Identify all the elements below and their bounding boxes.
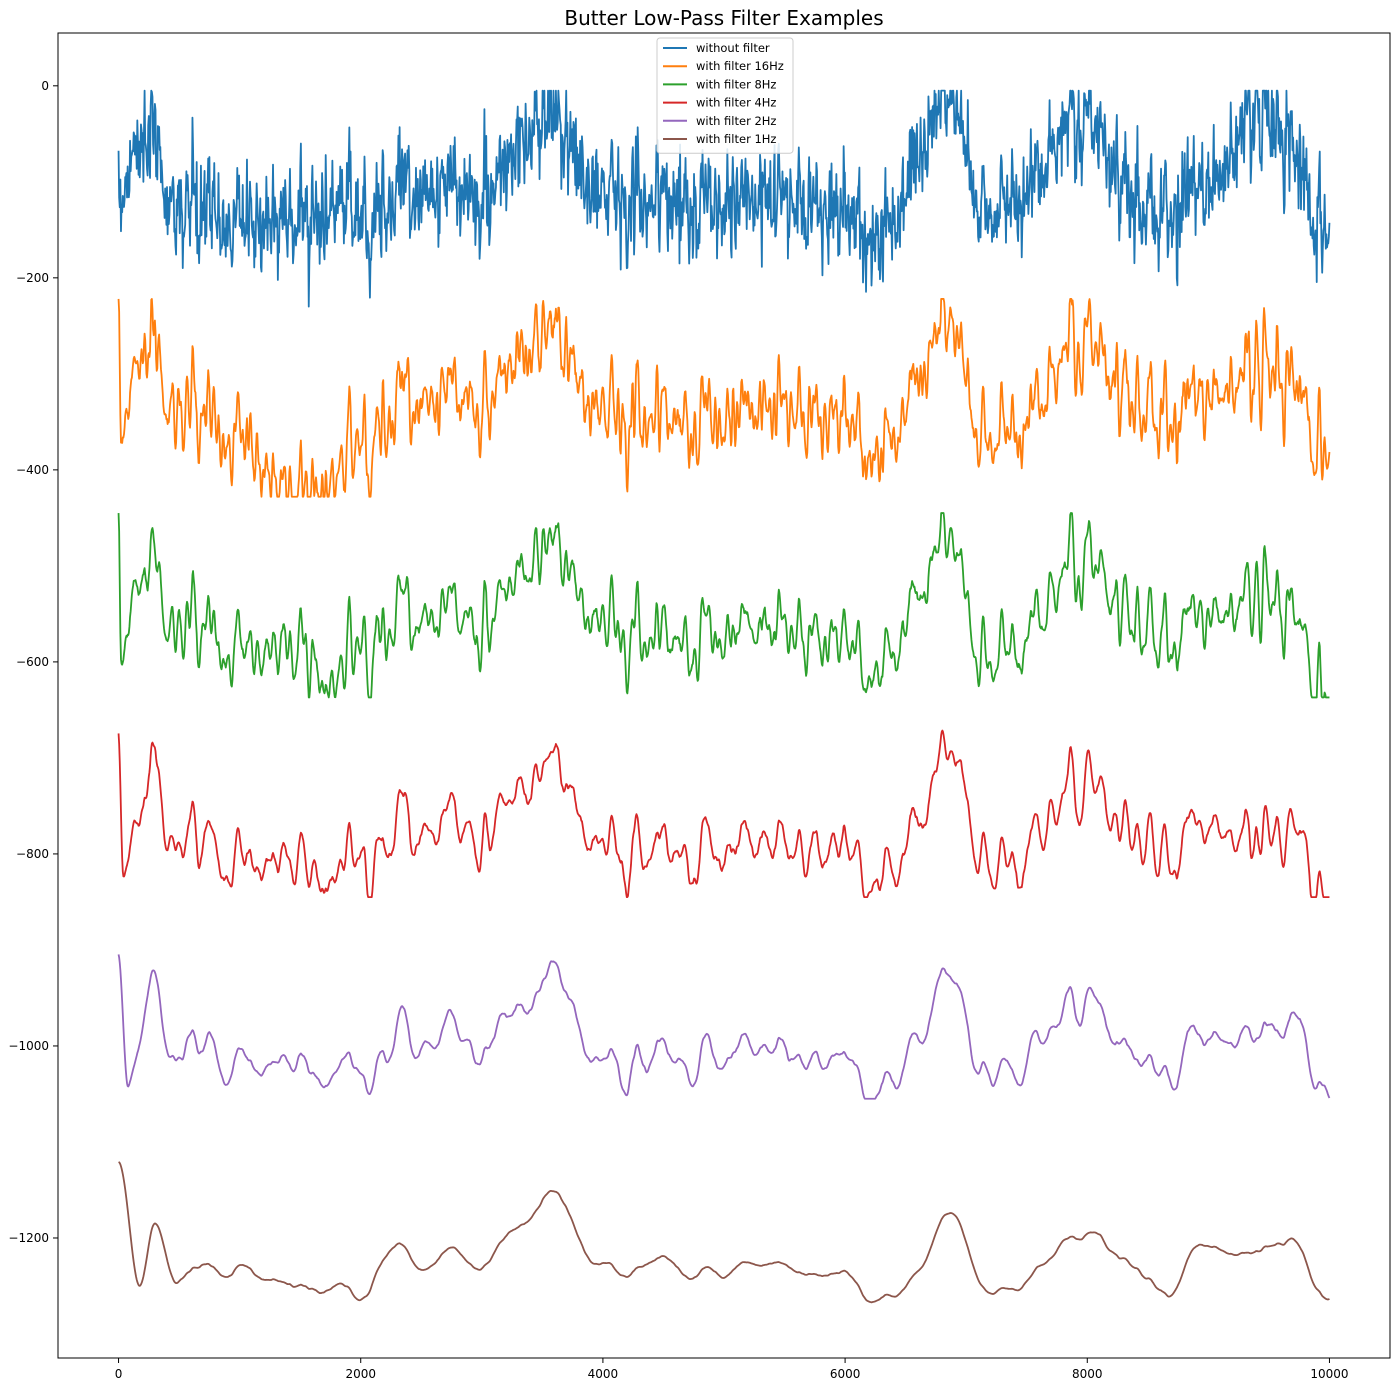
series-line-5 xyxy=(118,1161,1330,1304)
series-line-1 xyxy=(117,298,1331,498)
y-tick-label: 0 xyxy=(41,79,49,93)
x-tick-label: 0 xyxy=(115,1367,123,1381)
x-tick-label: 10000 xyxy=(1310,1367,1348,1381)
x-tick-label: 4000 xyxy=(588,1367,619,1381)
y-axis: 0 −200 −400 −600 −800 −1000 −1200 xyxy=(8,79,58,1245)
series-line-0 xyxy=(117,89,1331,308)
x-tick-label: 2000 xyxy=(345,1367,376,1381)
y-tick-label: −400 xyxy=(16,463,49,477)
legend-label: without filter xyxy=(696,41,770,55)
series-line-2 xyxy=(117,512,1330,699)
legend-label: with filter 8Hz xyxy=(696,77,776,91)
series-layer xyxy=(117,89,1331,1304)
y-tick-label: −600 xyxy=(16,655,49,669)
legend-label: with filter 4Hz xyxy=(696,96,776,110)
series-line-4 xyxy=(117,954,1331,1100)
legend-label: with filter 2Hz xyxy=(696,114,776,128)
legend-label: with filter 1Hz xyxy=(696,132,776,146)
chart-title: Butter Low-Pass Filter Examples xyxy=(564,6,883,30)
x-tick-label: 8000 xyxy=(1072,1367,1103,1381)
plot-frame xyxy=(57,32,1391,1359)
legend-label: with filter 16Hz xyxy=(696,59,784,73)
legend-box xyxy=(656,37,794,154)
x-tick-label: 6000 xyxy=(830,1367,861,1381)
y-tick-label: −200 xyxy=(16,271,49,285)
legend: without filter with filter 16Hz with filte… xyxy=(656,37,794,154)
y-tick-label: −1000 xyxy=(8,1039,49,1053)
y-tick-label: −1200 xyxy=(8,1231,49,1245)
x-axis: 0 2000 4000 6000 8000 10000 xyxy=(115,1358,1349,1381)
y-tick-label: −800 xyxy=(16,847,49,861)
series-line-3 xyxy=(117,729,1330,899)
